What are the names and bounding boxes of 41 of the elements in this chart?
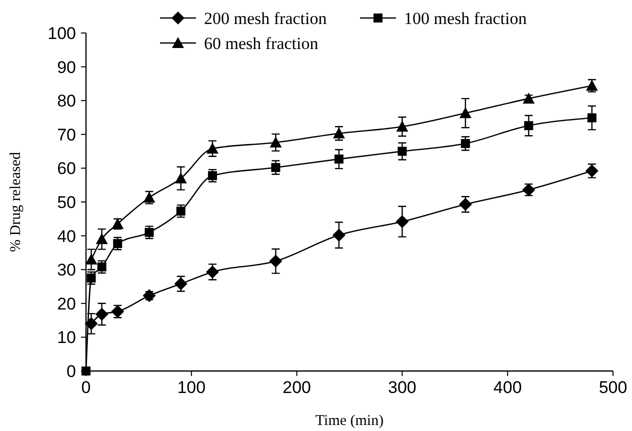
y-axis-title: % Drug released (8, 152, 24, 252)
point (206, 142, 218, 154)
point (84, 317, 98, 330)
y-tick-label: 100 (48, 24, 76, 43)
x-tick-label: 200 (282, 378, 311, 397)
point (459, 107, 472, 118)
point (524, 121, 534, 130)
point (270, 136, 282, 148)
point (271, 163, 280, 172)
legend-label: 200 mesh fraction (204, 9, 328, 28)
point (174, 172, 187, 184)
y-tick-label: 10 (57, 328, 76, 348)
point (396, 120, 408, 132)
point (269, 254, 282, 268)
y-tick-label: 50 (57, 193, 76, 212)
x-tick-label: 500 (598, 378, 628, 397)
point (398, 146, 407, 156)
point (332, 228, 346, 242)
point (587, 113, 596, 122)
y-tick-label: 40 (57, 226, 76, 246)
y-tick-label: 60 (57, 159, 76, 178)
y-tick-label: 30 (57, 260, 76, 280)
legend-label: 60 mesh fraction (204, 34, 319, 53)
point (396, 215, 409, 228)
x-tick-label: 400 (493, 378, 522, 397)
y-tick-label: 20 (57, 294, 76, 314)
x-tick-label: 100 (177, 378, 206, 397)
point (96, 233, 108, 244)
point (332, 127, 345, 138)
legend-label: 100 mesh fraction (404, 9, 528, 28)
point (85, 253, 98, 264)
x-tick-label: 300 (388, 378, 416, 397)
x-axis-title: Time (min) (315, 413, 384, 429)
y-tick-label: 90 (57, 58, 76, 77)
point (95, 308, 108, 321)
x-tick-label: 0 (81, 378, 91, 397)
point (460, 139, 470, 148)
y-tick-label: 80 (57, 92, 76, 111)
y-tick-label: 70 (57, 125, 76, 144)
point (334, 154, 344, 164)
y-tick-label: 0 (66, 362, 76, 381)
